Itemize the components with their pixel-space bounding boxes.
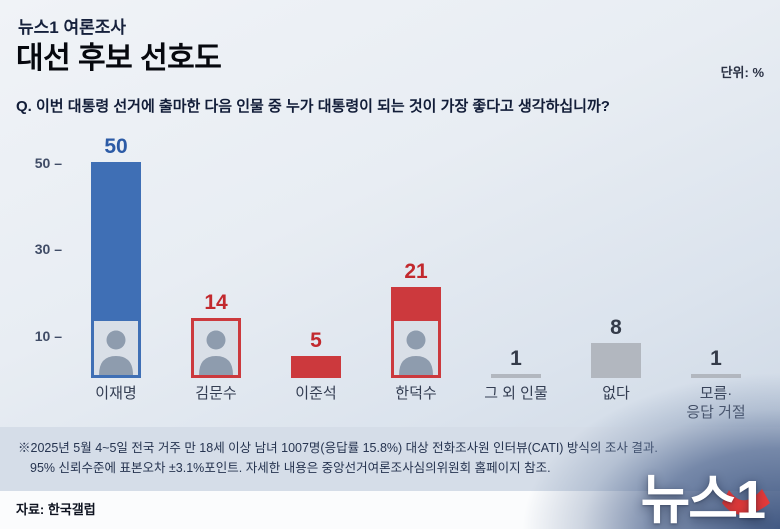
bar-value-label: 1 bbox=[510, 346, 522, 370]
page-title: 대선 후보 선호도 bbox=[16, 42, 222, 75]
bar bbox=[391, 287, 441, 378]
logo-text: 뉴스1 bbox=[640, 470, 766, 529]
bar-column: 14 bbox=[166, 291, 266, 378]
candidate-photo bbox=[194, 321, 238, 375]
bar-value-label: 50 bbox=[104, 135, 128, 158]
y-axis-tick: 10 – bbox=[34, 327, 62, 344]
bar-category-label: 김문수 bbox=[195, 385, 237, 402]
kicker: 뉴스1 여론조사 bbox=[18, 18, 127, 37]
bar-value-label: 21 bbox=[404, 260, 428, 284]
bar-column: 8 bbox=[566, 316, 666, 378]
bar-category-label: 이재명 bbox=[95, 385, 137, 402]
bar bbox=[291, 356, 341, 378]
bar bbox=[191, 317, 241, 378]
candidate-photo bbox=[94, 321, 138, 375]
bar-category-label: 한덕수 bbox=[395, 385, 437, 402]
bar bbox=[491, 373, 541, 378]
bar-value-label: 14 bbox=[204, 290, 228, 314]
bar-category-label: 이준석 bbox=[295, 385, 337, 402]
bar-column: 5 bbox=[266, 329, 366, 378]
news1-logo: 뉴스1 bbox=[640, 455, 770, 529]
unit-label: 단위: % bbox=[720, 65, 764, 80]
bar-chart: 10 – 30 – 50 – 50 14 5 21 1 8 1 이재명 김문수 이준석 한덕수 그 외 … bbox=[14, 134, 766, 423]
bar-category-label: 그 외 인물 bbox=[484, 385, 548, 402]
candidate-photo bbox=[394, 321, 438, 375]
bar bbox=[91, 162, 141, 378]
bar-column: 21 bbox=[366, 260, 466, 378]
y-axis: 10 – 30 – 50 – bbox=[14, 134, 66, 378]
bar-column: 1 bbox=[466, 347, 566, 378]
y-axis-tick: 50 – bbox=[34, 155, 62, 171]
bar-category-label: 모름· 응답 거절 bbox=[686, 385, 746, 421]
plot-wrap: 10 – 30 – 50 – 50 14 5 21 1 8 1 bbox=[14, 134, 766, 378]
category-row: 이재명 김문수 이준석 한덕수 그 외 인물 없다 모름· 응답 거절 bbox=[66, 378, 766, 423]
bar bbox=[691, 373, 741, 378]
bar-category-label: 없다 bbox=[602, 385, 630, 402]
plot-area: 50 14 5 21 1 8 1 bbox=[66, 134, 766, 378]
bar-value-label: 1 bbox=[710, 346, 722, 370]
bar-column: 1 bbox=[666, 347, 766, 378]
bar-column: 50 bbox=[66, 135, 166, 378]
survey-question: Q. 이번 대통령 선거에 출마한 다음 인물 중 누가 대통령이 되는 것이 … bbox=[16, 98, 610, 115]
bar-value-label: 8 bbox=[610, 316, 622, 340]
source-label: 자료: 한국갤럽 bbox=[16, 502, 96, 517]
bar-value-label: 5 bbox=[310, 329, 322, 353]
y-axis-tick: 30 – bbox=[34, 241, 62, 258]
bar bbox=[591, 343, 641, 378]
